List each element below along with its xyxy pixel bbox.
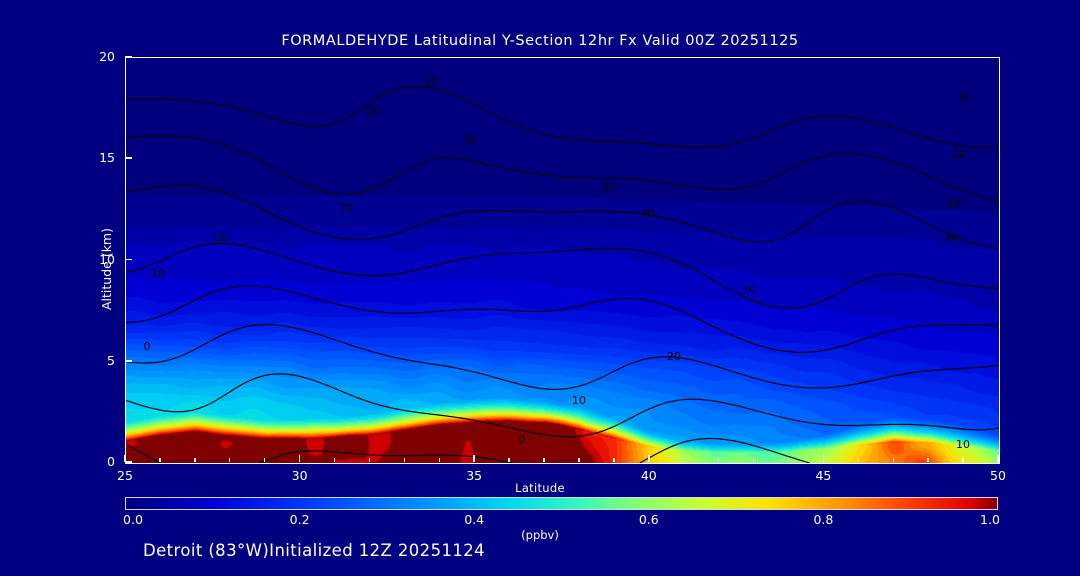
colorbar-tick-label: 0.6 xyxy=(638,512,659,527)
y-tick-label: 20 xyxy=(99,49,115,64)
x-minor-tick-mark xyxy=(263,458,266,462)
y-tick-mark xyxy=(125,359,132,362)
x-tick-mark xyxy=(298,455,301,462)
y-tick-mark xyxy=(125,157,132,160)
y-tick-label: 0 xyxy=(107,454,115,469)
y-tick-mark xyxy=(125,461,132,463)
x-minor-tick-mark xyxy=(613,458,615,462)
x-minor-tick-mark xyxy=(752,458,755,462)
x-minor-tick-mark xyxy=(717,458,720,462)
colorbar-tick-label: 1.0 xyxy=(980,512,1000,527)
colorbar-units: (ppbv) xyxy=(521,528,559,542)
figure-caption: Detroit (83°W)Initialized 12Z 20251124 xyxy=(143,541,486,560)
x-minor-tick-mark xyxy=(403,458,406,462)
x-tick-label: 50 xyxy=(990,468,1006,483)
x-minor-tick-mark xyxy=(438,458,440,462)
colorbar xyxy=(125,497,998,510)
x-minor-tick-mark xyxy=(368,458,371,462)
x-tick-mark xyxy=(997,455,999,462)
x-minor-tick-mark xyxy=(683,458,685,462)
x-tick-mark xyxy=(648,455,650,462)
x-minor-tick-mark xyxy=(787,458,790,462)
x-tick-mark xyxy=(473,455,475,462)
x-minor-tick-mark xyxy=(578,458,580,462)
x-minor-tick-mark xyxy=(857,458,859,462)
x-axis-label: Latitude xyxy=(515,481,565,495)
x-tick-label: 30 xyxy=(291,468,308,483)
x-tick-mark xyxy=(822,455,825,462)
x-minor-tick-mark xyxy=(159,458,161,462)
x-minor-tick-mark xyxy=(333,458,336,462)
colorbar-tick-label: 0.4 xyxy=(464,512,485,527)
x-tick-mark xyxy=(124,455,126,462)
colorbar-tick-label: 0.8 xyxy=(813,512,834,527)
formaldehyde-field xyxy=(126,58,999,463)
y-tick-label: 5 xyxy=(107,352,115,368)
y-axis-label: Altitude (km) xyxy=(99,228,114,310)
colorbar-tick-label: 0.0 xyxy=(123,512,143,527)
y-tick-mark xyxy=(125,56,132,58)
x-tick-label: 45 xyxy=(815,468,832,483)
x-tick-label: 40 xyxy=(640,468,657,483)
y-tick-label: 15 xyxy=(99,150,115,166)
x-minor-tick-mark xyxy=(543,458,545,462)
colorbar-tick-label: 0.2 xyxy=(289,512,310,527)
x-minor-tick-mark xyxy=(194,458,196,462)
x-minor-tick-mark xyxy=(508,458,510,462)
x-tick-label: 35 xyxy=(466,468,483,483)
y-tick-label: 10 xyxy=(99,251,115,267)
chart-title: FORMALDEHYDE Latitudinal Y-Section 12hr … xyxy=(281,33,799,49)
x-minor-tick-mark xyxy=(962,458,964,462)
x-tick-label: 25 xyxy=(117,468,133,483)
plot-area: 10 20 30 30 10 20 30 40 40 20 20 30 10 0 20 10 0 10 xyxy=(125,57,1000,464)
x-minor-tick-mark xyxy=(927,458,929,462)
y-tick-mark xyxy=(125,258,132,261)
x-minor-tick-mark xyxy=(892,458,894,462)
x-minor-tick-mark xyxy=(229,458,231,462)
